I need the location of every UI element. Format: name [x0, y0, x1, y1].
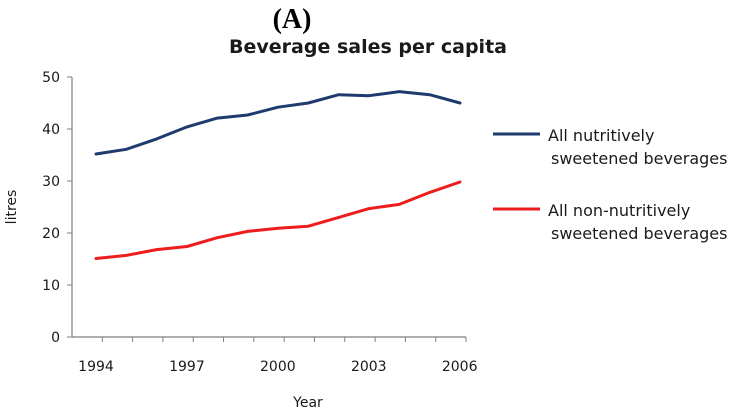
y-tick-label: 30	[42, 174, 60, 190]
series-point	[216, 117, 219, 119]
legend-label: sweetened beverages	[551, 149, 727, 168]
series-point	[186, 245, 188, 248]
series-point	[459, 102, 461, 104]
legend: All nutritively sweetened beverages All no…	[493, 126, 727, 243]
x-tick-label: 2000	[260, 359, 296, 375]
series-point	[125, 254, 128, 257]
y-tick-label: 40	[42, 122, 60, 138]
series-line-non-nutritively-sweetened	[94, 180, 462, 260]
series-point	[368, 207, 370, 210]
x-tick-label: 1997	[169, 359, 205, 375]
series-point	[307, 225, 310, 227]
series-point	[246, 230, 249, 233]
series-layer	[94, 90, 462, 260]
series-point	[95, 257, 97, 260]
series-point	[277, 227, 279, 230]
y-axis-label: litres	[4, 190, 20, 225]
series-point	[428, 191, 431, 194]
y-tick-label: 0	[51, 330, 60, 346]
series-point	[398, 90, 401, 93]
legend-label: All non-nutritively	[548, 201, 690, 220]
series-point	[277, 106, 279, 108]
series-line-nutritively-sweetened	[94, 90, 462, 156]
series-point	[307, 102, 310, 104]
y-tick-label: 50	[42, 70, 60, 86]
series-point	[459, 181, 461, 183]
series-point	[398, 203, 401, 206]
series-point	[186, 126, 188, 128]
series-point	[155, 138, 158, 140]
y-axis-ticks: 0 10 20 30 40 50	[42, 70, 72, 346]
series-point	[368, 94, 370, 97]
series-point	[95, 153, 97, 155]
x-tick-label: 2006	[442, 359, 478, 375]
chart-title: Beverage sales per capita	[229, 36, 507, 58]
series-point	[246, 114, 249, 116]
y-tick-label: 20	[42, 226, 60, 242]
x-axis-label: Year	[292, 395, 323, 411]
series-point	[428, 93, 431, 96]
series-point	[155, 248, 158, 251]
legend-label: sweetened beverages	[551, 224, 727, 243]
y-tick-label: 10	[42, 278, 60, 294]
x-tick-label: 2003	[351, 359, 387, 375]
panel-label: (A)	[273, 4, 312, 35]
x-axis-ticks: 1994 1997 2000 2003 2006	[78, 337, 478, 375]
series-point	[125, 148, 128, 151]
plot-area: 0 10 20 30 40 50 1994 1997 2000 2003 2006	[42, 70, 477, 375]
legend-label: All nutritively	[548, 126, 654, 145]
x-tick-label: 1994	[78, 359, 114, 375]
series-point	[337, 216, 340, 219]
series-point	[337, 93, 340, 96]
series-point	[216, 236, 219, 239]
